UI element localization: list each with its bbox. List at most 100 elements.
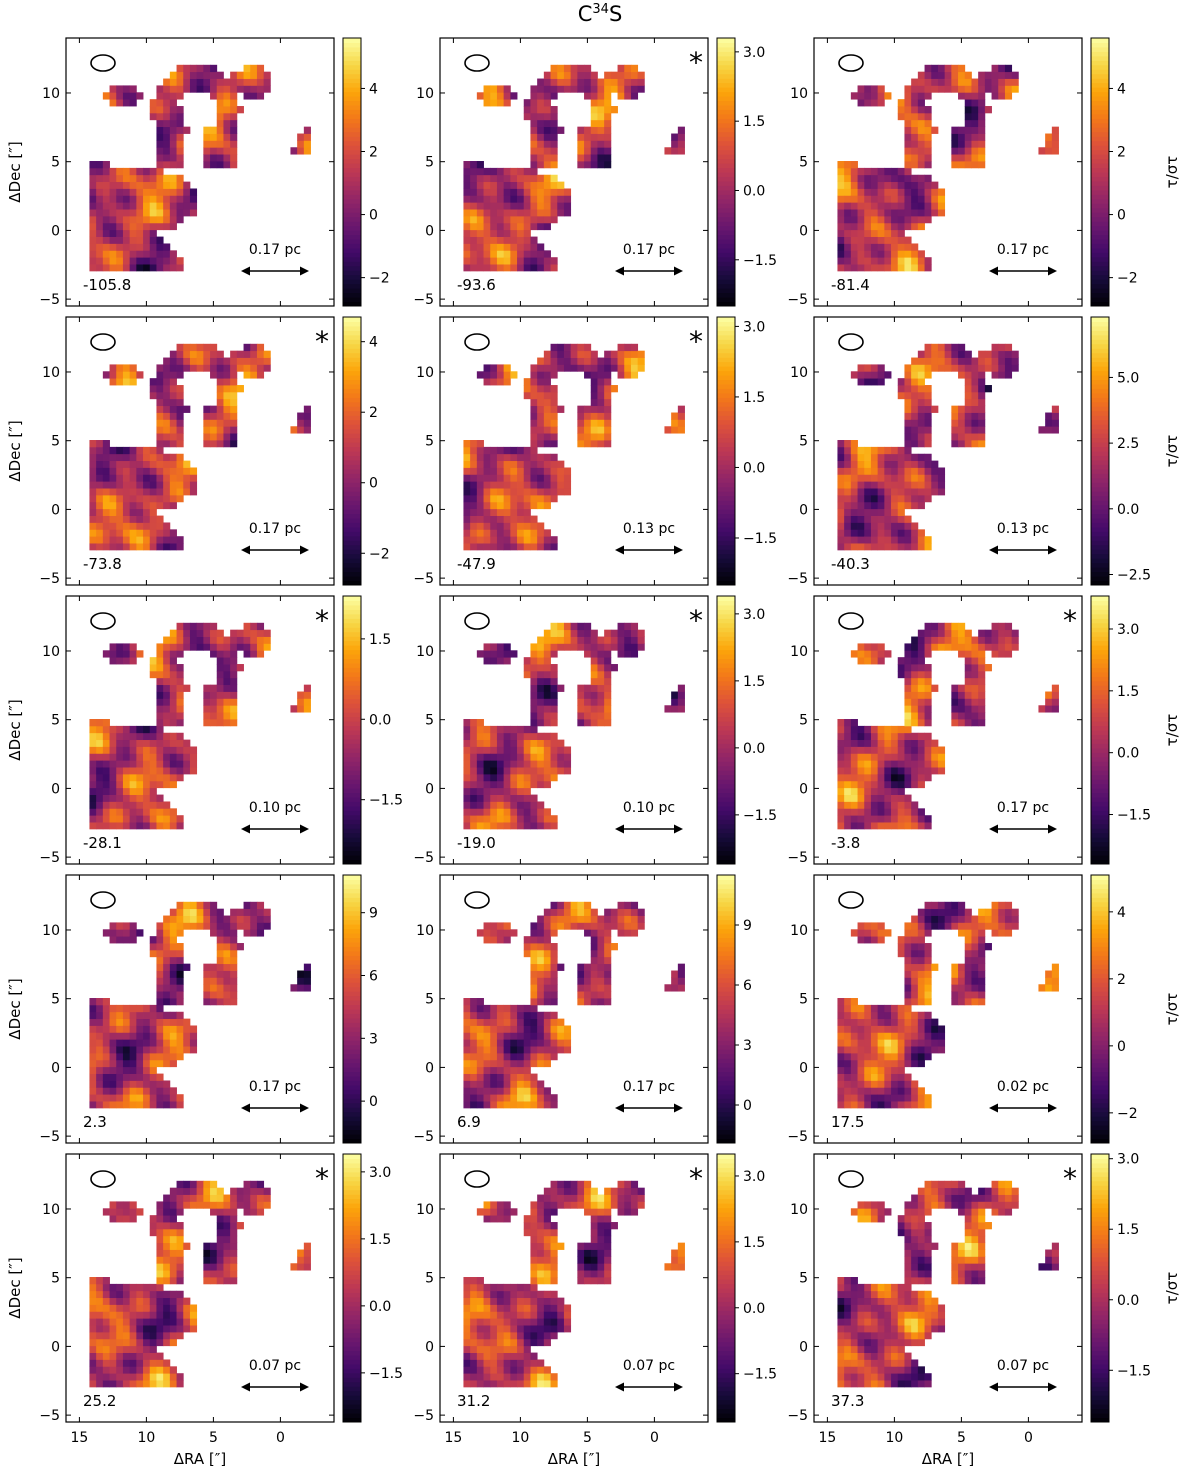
heatmap-pixel: [543, 154, 551, 162]
heatmap-pixel: [590, 977, 598, 985]
heatmap-pixel: [984, 629, 992, 637]
heatmap-pixel: [944, 922, 952, 930]
y-tick-label: 5: [51, 713, 60, 729]
heatmap-pixel: [850, 929, 858, 937]
heatmap-pixel: [530, 147, 538, 155]
heatmap-pixel: [971, 161, 979, 169]
heatmap-pixel: [256, 78, 265, 86]
heatmap-pixel: [924, 78, 932, 86]
heatmap-pixel: [116, 1080, 124, 1088]
heatmap-pixel: [550, 753, 558, 761]
heatmap-pixel: [176, 209, 184, 217]
heatmap-pixel: [617, 350, 625, 358]
heatmap-pixel: [864, 760, 872, 768]
heatmap-pixel: [998, 357, 1006, 365]
heatmap-pixel: [537, 419, 545, 427]
heatmap-pixel: [543, 739, 551, 747]
heatmap-pixel: [971, 664, 979, 672]
heatmap-pixel: [904, 1059, 912, 1068]
heatmap-pixel: [904, 984, 912, 992]
heatmap-pixel: [470, 1066, 478, 1074]
heatmap-pixel: [904, 536, 912, 544]
heatmap-pixel: [210, 357, 218, 365]
heatmap-pixel: [483, 85, 491, 93]
heatmap-pixel: [857, 773, 865, 782]
heatmap-pixel: [1011, 357, 1019, 365]
heatmap-pixel: [624, 78, 632, 86]
heatmap-pixel: [163, 691, 171, 699]
heatmap-pixel: [303, 147, 311, 155]
scale-bar-label: 0.17 pc: [623, 1079, 675, 1095]
heatmap-pixel: [203, 922, 211, 930]
heatmap-pixel: [503, 725, 511, 734]
heatmap-pixel: [971, 698, 979, 706]
heatmap-pixel: [844, 222, 852, 231]
heatmap-pixel: [476, 822, 484, 830]
heatmap-pixel: [891, 1052, 899, 1061]
heatmap-pixel: [203, 71, 211, 79]
scale-bar-arrow: [241, 1103, 309, 1113]
heatmap-pixel: [483, 250, 491, 258]
heatmap-pixel: [550, 488, 558, 496]
heatmap-pixel: [837, 453, 845, 462]
heatmap-pixel: [223, 119, 231, 128]
heatmap-pixel: [837, 174, 845, 183]
heatmap-pixel: [924, 1011, 932, 1020]
heatmap-pixel: [163, 543, 171, 551]
heatmap-pixel: [837, 264, 845, 272]
heatmap-pixel: [463, 543, 471, 551]
heatmap-pixel: [557, 753, 565, 761]
heatmap-pixel: [951, 64, 959, 73]
heatmap-pixel: [597, 119, 605, 128]
heatmap-pixel: [297, 140, 305, 148]
heatmap-pixel: [143, 243, 151, 251]
heatmap-pixel: [1004, 350, 1013, 358]
heatmap-pixel: [510, 474, 518, 482]
colorbar-tick-label: 0: [743, 1098, 752, 1114]
heatmap-pixel: [496, 773, 505, 782]
heatmap-pixel: [897, 808, 905, 816]
heatmap-pixel: [904, 808, 912, 816]
heatmap-pixel: [884, 92, 892, 100]
heatmap-pixel: [176, 140, 184, 148]
heatmap-pixel: [864, 732, 872, 741]
heatmap-pixel: [156, 106, 164, 114]
heatmap-pixel: [216, 419, 224, 427]
heatmap-pixel: [210, 719, 218, 727]
heatmap-pixel: [937, 753, 946, 761]
heatmap-pixel: [517, 188, 525, 196]
heatmap-pixel: [176, 536, 184, 544]
heatmap-pixel: [577, 364, 585, 372]
heatmap-pixel: [904, 161, 912, 169]
heatmap-pixel: [550, 915, 558, 923]
heatmap-pixel: [210, 126, 218, 134]
heatmap-pixel: [563, 636, 572, 644]
y-tick-label: −5: [39, 571, 60, 587]
heatmap-pixel: [877, 936, 885, 944]
heatmap-pixel: [210, 440, 218, 448]
heatmap-pixel: [463, 488, 471, 496]
heatmap-pixel: [931, 1032, 939, 1040]
heatmap-pixel: [517, 815, 525, 823]
heatmap-pixel: [530, 419, 538, 427]
heatmap-pixel: [122, 222, 131, 231]
heatmap-pixel: [122, 202, 131, 210]
heatmap-pixel: [864, 746, 872, 754]
heatmap-pixel: [122, 522, 131, 530]
heatmap-pixel: [971, 963, 979, 971]
heatmap-pixel: [122, 215, 131, 224]
heatmap-pixel: [971, 412, 979, 420]
heatmap-pixel: [563, 1032, 572, 1040]
heatmap-pixel: [911, 677, 919, 686]
heatmap-pixel: [122, 801, 131, 809]
heatmap-pixel: [169, 643, 177, 651]
heatmap-pixel: [998, 622, 1006, 631]
heatmap-pixel: [537, 126, 545, 134]
heatmap-pixel: [136, 243, 144, 251]
heatmap-pixel: [156, 1011, 164, 1020]
heatmap-pixel: [149, 174, 157, 183]
heatmap-pixel: [490, 657, 498, 665]
heatmap-pixel: [911, 664, 919, 672]
heatmap-pixel: [590, 998, 598, 1006]
heatmap-pixel: [149, 1087, 157, 1095]
